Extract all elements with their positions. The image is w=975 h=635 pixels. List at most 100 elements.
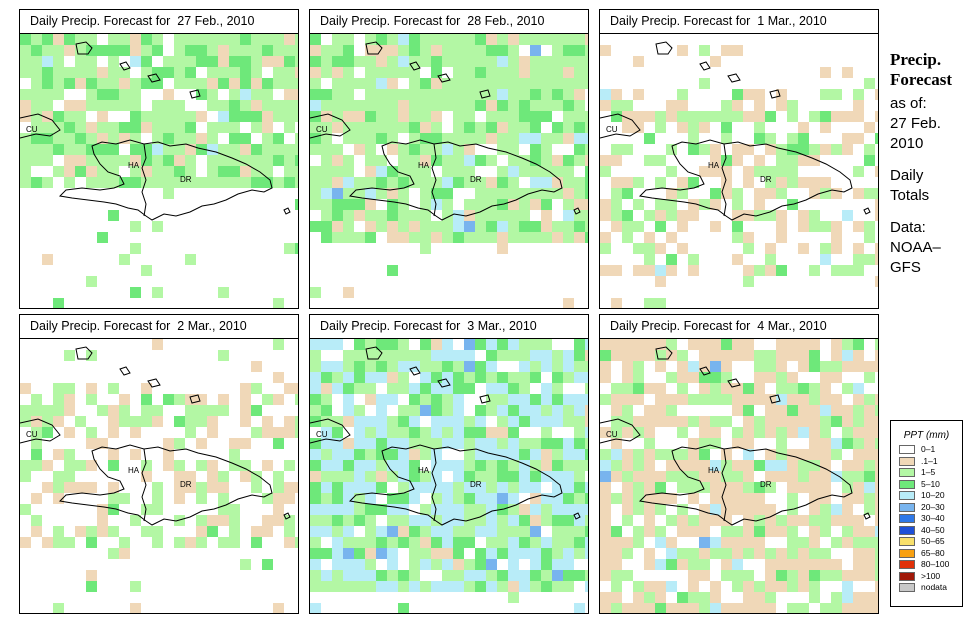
precip-cell bbox=[508, 471, 519, 482]
precip-cell bbox=[409, 232, 420, 243]
precip-cell bbox=[141, 471, 152, 482]
precip-cell bbox=[141, 45, 152, 56]
precip-cell bbox=[831, 471, 842, 482]
legend-label: 10–20 bbox=[921, 490, 945, 500]
precip-cell bbox=[229, 449, 240, 460]
precip-cell bbox=[453, 548, 464, 559]
precip-cell bbox=[721, 460, 732, 471]
precip-cell bbox=[655, 298, 666, 308]
precip-cell bbox=[677, 526, 688, 537]
precip-cell bbox=[486, 427, 497, 438]
precip-cell bbox=[31, 155, 42, 166]
precip-cell bbox=[732, 438, 743, 449]
precip-cell bbox=[64, 471, 75, 482]
precip-cell bbox=[666, 265, 677, 276]
precip-cell bbox=[688, 111, 699, 122]
precip-cell bbox=[585, 504, 588, 515]
precip-cell bbox=[611, 548, 622, 559]
precip-cell bbox=[365, 111, 376, 122]
precip-cell bbox=[644, 243, 655, 254]
legend-item: 50–65 bbox=[891, 536, 962, 548]
data-source-name: NOAA– bbox=[890, 239, 941, 256]
precip-cell bbox=[273, 603, 284, 613]
precip-cell bbox=[409, 56, 420, 67]
island-outline bbox=[655, 41, 673, 55]
precip-cell bbox=[530, 34, 541, 45]
precip-cell bbox=[365, 372, 376, 383]
precip-cell bbox=[633, 372, 644, 383]
precip-cell bbox=[464, 133, 475, 144]
precip-cell bbox=[677, 361, 688, 372]
precip-cell bbox=[508, 339, 519, 350]
precip-cell bbox=[354, 548, 365, 559]
precip-cell bbox=[332, 471, 343, 482]
precip-cell bbox=[420, 89, 431, 100]
precip-cell bbox=[600, 548, 611, 559]
precip-cell bbox=[152, 144, 163, 155]
precip-cell bbox=[64, 111, 75, 122]
precip-cell bbox=[174, 394, 185, 405]
precip-cell bbox=[743, 504, 754, 515]
precip-cell bbox=[820, 243, 831, 254]
precip-cell bbox=[622, 405, 633, 416]
precip-cell bbox=[273, 133, 284, 144]
precip-cell bbox=[853, 361, 864, 372]
precip-cell bbox=[508, 493, 519, 504]
precip-cell bbox=[97, 438, 108, 449]
precip-cell bbox=[42, 416, 53, 427]
precip-cell bbox=[776, 405, 787, 416]
precip-cell bbox=[809, 177, 820, 188]
island-outline bbox=[75, 41, 93, 55]
precip-cell bbox=[398, 221, 409, 232]
precip-cell bbox=[842, 133, 853, 144]
precip-cell bbox=[376, 372, 387, 383]
precip-cell bbox=[530, 416, 541, 427]
precip-cell bbox=[218, 504, 229, 515]
precip-cell bbox=[787, 155, 798, 166]
precip-cell bbox=[343, 372, 354, 383]
precip-cell bbox=[130, 243, 141, 254]
precip-cell bbox=[207, 144, 218, 155]
precip-cell bbox=[174, 438, 185, 449]
precip-cell bbox=[409, 45, 420, 56]
precip-cell bbox=[787, 526, 798, 537]
precip-cell bbox=[453, 89, 464, 100]
precip-cell bbox=[332, 537, 343, 548]
precip-cell bbox=[398, 361, 409, 372]
precip-cell bbox=[86, 155, 97, 166]
precip-cell bbox=[699, 548, 710, 559]
precip-cell bbox=[798, 339, 809, 350]
precip-cell bbox=[119, 177, 130, 188]
precip-cell bbox=[809, 449, 820, 460]
precip-cell bbox=[97, 232, 108, 243]
precip-cell bbox=[262, 133, 273, 144]
precip-cell bbox=[563, 350, 574, 361]
precip-cell bbox=[644, 581, 655, 592]
precip-cell bbox=[519, 416, 530, 427]
precip-cell bbox=[108, 416, 119, 427]
precip-cell bbox=[273, 372, 284, 383]
precip-cell bbox=[552, 56, 563, 67]
precip-cell bbox=[251, 122, 262, 133]
precip-cell bbox=[633, 89, 644, 100]
island-hispaniola bbox=[58, 139, 273, 221]
precip-cell bbox=[743, 405, 754, 416]
precip-cell bbox=[655, 221, 666, 232]
precip-cell bbox=[251, 155, 262, 166]
precip-cell bbox=[644, 265, 655, 276]
precip-cell bbox=[622, 221, 633, 232]
precip-cell bbox=[497, 56, 508, 67]
precip-cell bbox=[284, 427, 295, 438]
precip-cell bbox=[251, 177, 262, 188]
precip-cell bbox=[787, 493, 798, 504]
precip-cell bbox=[321, 493, 332, 504]
precip-cell bbox=[688, 592, 699, 603]
precip-cell bbox=[611, 265, 622, 276]
precip-cell bbox=[809, 526, 820, 537]
precip-cell bbox=[644, 559, 655, 570]
precip-cell bbox=[585, 67, 588, 78]
precip-cell bbox=[409, 570, 420, 581]
precip-cell bbox=[185, 166, 196, 177]
precip-cell bbox=[387, 67, 398, 78]
